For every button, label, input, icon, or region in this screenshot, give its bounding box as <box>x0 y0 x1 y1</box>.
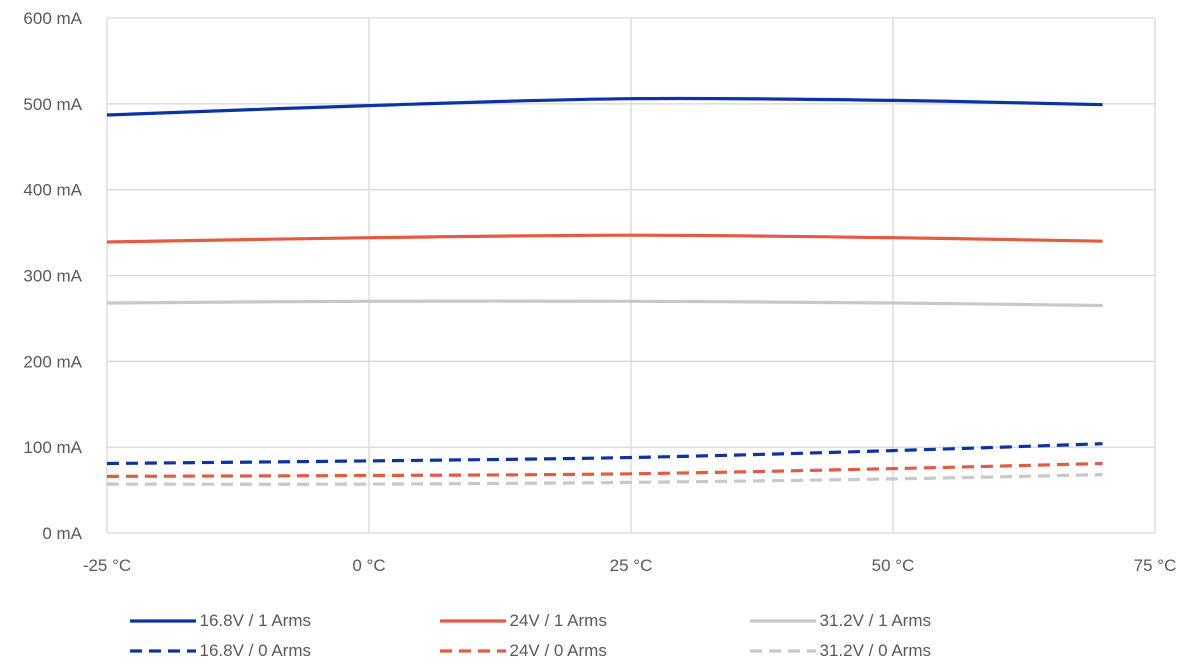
series-line-4 <box>106 442 1103 466</box>
y-tick-label: 100 mA <box>23 438 82 457</box>
horizontal-gridlines <box>107 17 1155 534</box>
legend: 16.8V / 1 Arms 24V / 1 Arms 31.2V / 1 Arms… <box>0 610 1189 662</box>
legend-item: 31.2V / 1 Arms <box>749 610 1060 632</box>
series-line-1 <box>106 96 1103 117</box>
legend-item: 24V / 1 Arms <box>439 610 750 632</box>
y-tick-label: 400 mA <box>23 181 82 200</box>
y-tick-label: 200 mA <box>23 352 82 371</box>
legend-swatch <box>749 649 816 653</box>
legend-item: 24V / 0 Arms <box>439 640 750 662</box>
series-line-3 <box>106 299 1103 308</box>
legend-label: 16.8V / 1 Arms <box>199 611 312 630</box>
series-line-6 <box>106 473 1103 486</box>
series-lines <box>106 96 1103 486</box>
legend-label: 24V / 1 Arms <box>509 611 607 630</box>
line-chart: 0 mA 100 mA 200 mA 300 mA 400 mA 500 mA 600 mA… <box>23 9 1177 575</box>
series-line-2 <box>106 233 1103 244</box>
x-tick-label: 0 °C <box>352 556 385 575</box>
y-tick-label: 600 mA <box>23 9 82 28</box>
legend-label: 16.8V / 0 Arms <box>199 641 312 660</box>
x-tick-label: -25 °C <box>83 556 131 575</box>
legend-label: 31.2V / 1 Arms <box>819 611 932 630</box>
legend-item: 16.8V / 0 Arms <box>129 640 440 662</box>
x-tick-label: 50 °C <box>872 556 915 575</box>
legend-swatch <box>129 619 196 623</box>
x-tick-label: 25 °C <box>610 556 653 575</box>
x-tick-label: 75 °C <box>1134 556 1177 575</box>
y-axis-tick-labels: 0 mA 100 mA 200 mA 300 mA 400 mA 500 mA 600 mA <box>23 9 82 543</box>
legend-item: 16.8V / 1 Arms <box>129 610 440 632</box>
legend-item: 31.2V / 0 Arms <box>749 640 1060 662</box>
y-tick-label: 0 mA <box>42 524 82 543</box>
y-tick-label: 500 mA <box>23 95 82 114</box>
legend-swatch <box>439 619 506 623</box>
legend-swatch <box>129 649 196 653</box>
legend-label: 24V / 0 Arms <box>509 641 607 660</box>
legend-swatch <box>749 619 816 623</box>
legend-swatch <box>439 649 506 653</box>
legend-label: 31.2V / 0 Arms <box>819 641 932 660</box>
series-line-5 <box>106 461 1103 478</box>
y-tick-label: 300 mA <box>23 267 82 286</box>
x-axis-tick-labels: -25 °C 0 °C 25 °C 50 °C 75 °C <box>83 556 1177 575</box>
